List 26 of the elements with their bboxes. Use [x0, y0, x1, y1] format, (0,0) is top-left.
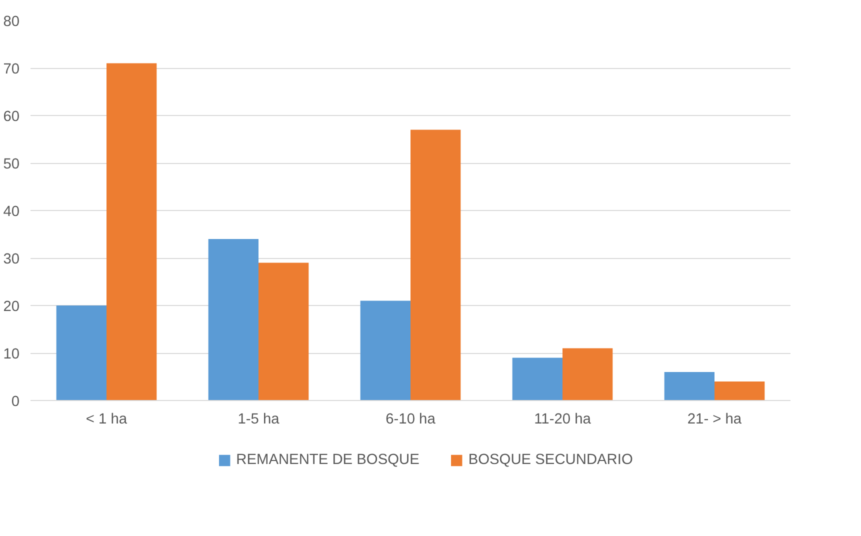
legend-label: REMANENTE DE BOSQUE [236, 452, 420, 468]
y-tick-label: 60 [3, 109, 20, 125]
bar [258, 262, 309, 400]
bar [106, 63, 157, 400]
x-tick-label: 6-10 ha [386, 412, 436, 428]
legend-label: BOSQUE SECUNDARIO [468, 452, 633, 468]
y-tick-label: 50 [3, 156, 20, 172]
y-tick-label: 40 [3, 204, 20, 220]
bar [714, 382, 765, 400]
y-tick-label: 80 [3, 14, 20, 30]
bar [664, 372, 714, 400]
bar [56, 306, 106, 400]
y-tick-label: 30 [3, 252, 20, 268]
x-tick-label: 1-5 ha [238, 412, 280, 428]
bar [360, 300, 410, 400]
x-tick-label: < 1 ha [86, 412, 128, 428]
bar [562, 348, 613, 400]
x-tick-label: 21- > ha [687, 412, 742, 428]
x-tick-label: 11-20 ha [534, 412, 592, 428]
y-tick-label: 0 [11, 394, 20, 410]
y-tick-label: 70 [3, 62, 20, 78]
bar [512, 358, 562, 400]
y-tick-label: 10 [3, 346, 20, 362]
bar [410, 130, 461, 400]
y-tick-label: 20 [3, 299, 20, 315]
bar [208, 239, 258, 400]
